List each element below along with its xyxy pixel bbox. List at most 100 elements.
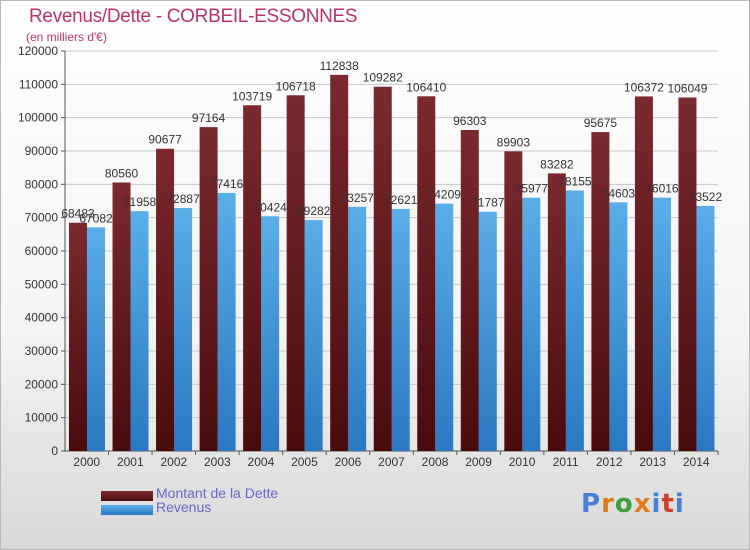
x-tick-label: 2013 [639,455,666,469]
data-label-revenus: 76016 [645,182,679,196]
data-label-revenus: 70424 [253,200,287,214]
bar-revenus [478,211,497,451]
data-label-dette: 96303 [453,114,487,128]
data-label-revenus: 72887 [166,192,200,206]
logo-letter: P [581,489,602,519]
data-label-dette: 95675 [584,116,618,130]
x-tick-label: 2004 [248,455,275,469]
data-label-revenus: 78155 [558,174,592,188]
bar-dette [634,96,653,451]
data-label-dette: 106372 [624,80,664,94]
bar-revenus [130,211,149,451]
chart-subtitle: (en milliers d'€) [26,30,107,44]
data-label-revenus: 72621 [384,193,418,207]
y-tick-label: 100000 [18,111,58,125]
y-tick-label: 20000 [25,377,59,391]
bar-dette [199,127,218,452]
data-label-dette: 90677 [148,133,182,147]
data-label-dette: 109282 [363,71,403,85]
x-tick-label: 2010 [509,455,536,469]
y-tick-label: 80000 [25,177,59,191]
bar-revenus [435,203,454,451]
y-tick-label: 0 [51,444,58,458]
bar-dette [243,105,262,452]
y-tick-label: 30000 [25,344,59,358]
x-tick-label: 2003 [204,455,231,469]
x-tick-label: 2005 [291,455,318,469]
x-tick-label: 2001 [117,455,144,469]
bar-dette [373,86,392,451]
x-tick-label: 2012 [596,455,623,469]
bar-dette [547,173,566,452]
bar-dette [417,96,436,452]
data-label-revenus: 75977 [515,182,549,196]
bar-dette [504,151,523,451]
data-label-dette: 89903 [497,135,531,149]
data-label-revenus: 67082 [79,211,113,225]
x-tick-label: 2009 [465,455,492,469]
data-label-dette: 103719 [232,89,272,103]
y-tick-label: 90000 [25,144,59,158]
y-tick-label: 60000 [25,244,59,258]
legend-swatch-revenus [101,505,153,515]
x-tick-label: 2008 [422,455,449,469]
y-tick-label: 110000 [19,77,58,91]
legend-swatch-dette [101,491,153,501]
legend-label-revenus: Revenus [156,499,212,515]
bar-revenus [304,220,323,451]
data-label-revenus: 73522 [689,190,723,204]
bar-revenus [696,205,715,451]
data-label-dette: 106049 [667,82,707,96]
data-label-revenus: 71958 [123,195,157,209]
x-tick-label: 2014 [683,455,710,469]
bar-dette [460,129,479,452]
legend-label-dette: Montant de la Dette [156,485,279,501]
bar-revenus [261,216,280,451]
x-tick-label: 2002 [160,455,187,469]
logo-letter: t [661,489,675,519]
y-tick-label: 50000 [25,277,59,291]
y-tick-label: 40000 [25,311,59,325]
x-tick-label: 2007 [378,455,405,469]
bar-revenus [174,208,193,451]
bar-revenus [217,192,236,452]
bar-revenus [391,208,410,451]
y-tick-label: 10000 [25,411,59,425]
x-tick-label: 2000 [73,455,100,469]
proxiti-logo: Proxiti [581,489,685,519]
logo-letter: r [601,489,615,519]
y-tick-label: 120000 [18,44,58,58]
bar-dette [156,148,175,451]
bar-dette [112,182,131,451]
logo-letter: i [674,489,685,519]
logo-letter: x [633,489,652,519]
x-tick-label: 2006 [335,455,362,469]
bar-revenus [609,202,628,451]
bar-revenus [652,197,671,451]
data-label-dette: 68483 [61,207,95,221]
data-label-dette: 106718 [276,79,316,93]
bar-revenus [522,197,541,451]
bar-revenus [348,206,367,451]
x-tick-label: 2011 [553,455,579,469]
bar-dette [678,97,697,452]
logo-letter: o [614,489,634,519]
bar-dette [330,74,349,451]
data-label-revenus: 71787 [471,196,505,210]
data-label-dette: 106410 [406,80,446,94]
data-label-revenus: 69282 [297,204,331,218]
logo-letter: i [651,489,662,519]
y-tick-label: 70000 [25,211,59,225]
bar-dette [286,95,305,452]
data-label-revenus: 74603 [602,186,636,200]
data-label-revenus: 73257 [341,191,375,205]
bar-revenus [565,190,584,451]
bar-revenus [87,227,105,451]
bar-dette [591,132,610,452]
data-label-revenus: 74209 [428,188,462,202]
data-label-revenus: 77416 [210,177,244,191]
data-label-dette: 80560 [105,166,139,180]
data-label-dette: 83282 [540,157,574,171]
